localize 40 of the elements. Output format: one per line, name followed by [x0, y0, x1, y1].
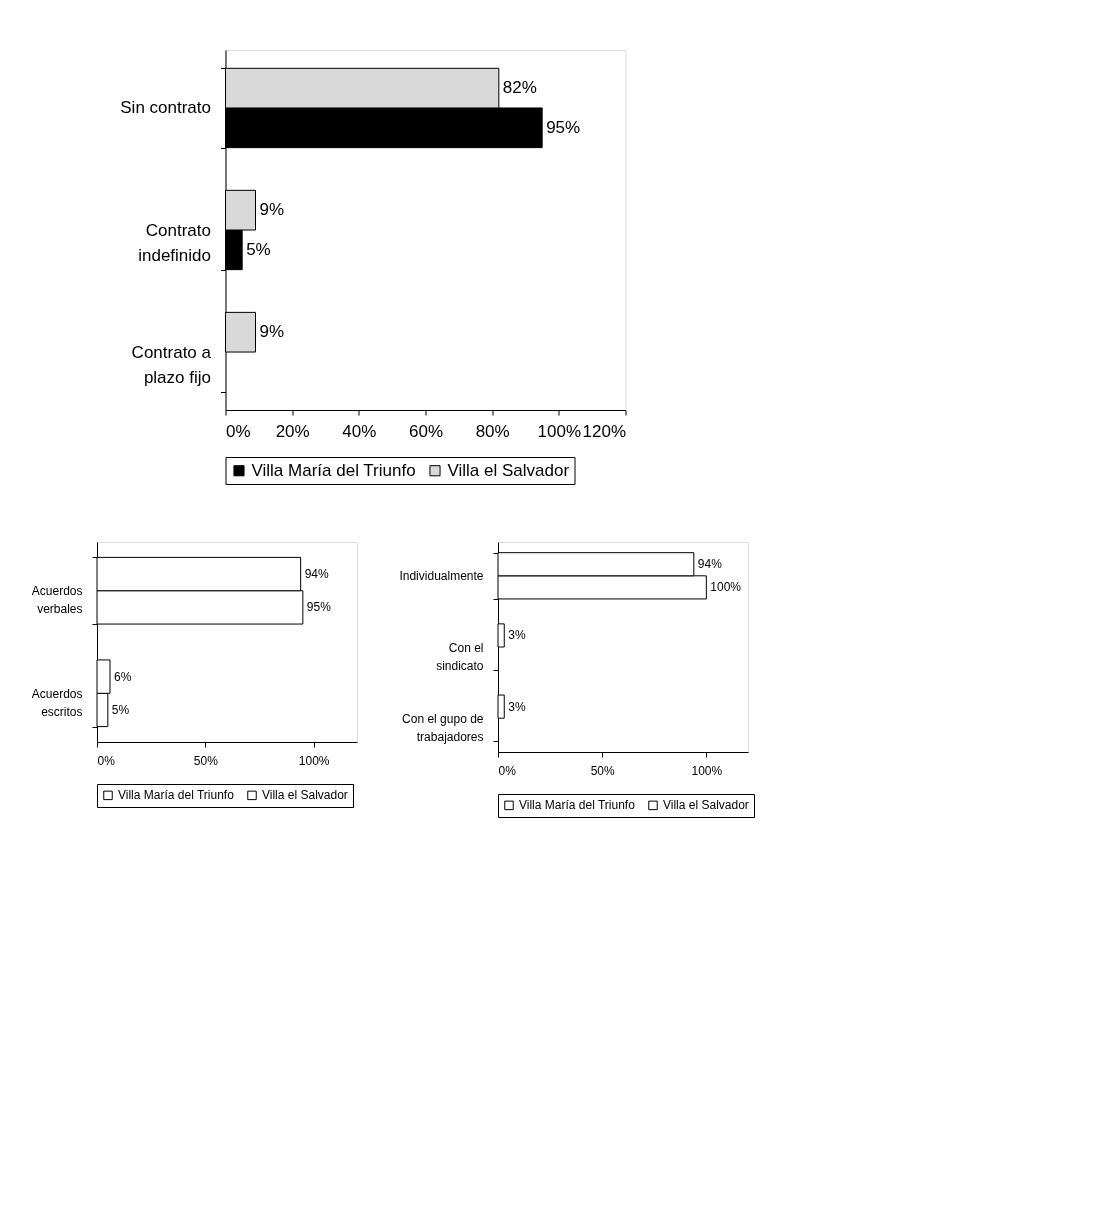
data-label: 82% [502, 78, 537, 98]
legend-label: Villa el Salvador [447, 460, 570, 480]
x-tick-label: 50% [193, 753, 219, 768]
legend-label: Villa el Salvador [663, 798, 749, 813]
legend-label: Villa María del Triunfo [251, 460, 416, 480]
data-label: 9% [259, 322, 285, 342]
y-tick-label: Contrato indefinido [138, 220, 211, 265]
x-tick-label: 100% [691, 763, 723, 778]
y-tick-label: Acuerdos verbales [31, 584, 83, 617]
data-label: 3% [508, 699, 526, 714]
data-label: 9% [259, 200, 285, 220]
y-tick-label: Contrato a plazo fijo [131, 342, 212, 388]
legend-label: Villa el Salvador [262, 788, 348, 803]
y-tick-label: Acuerdos escritos [31, 686, 83, 719]
data-label: 94% [304, 567, 330, 582]
data-label: 3% [508, 628, 526, 643]
y-tick-label: Con el gupo de trabajadores [402, 711, 484, 744]
legend-label: Villa María del Triunfo [519, 798, 636, 813]
data-label: 94% [697, 557, 723, 572]
x-tick-label: 60% [408, 421, 444, 441]
x-tick-label: 50% [590, 763, 615, 778]
x-tick-label: 80% [475, 421, 510, 441]
x-tick-label: 40% [342, 421, 377, 441]
x-tick-label: 0% [97, 753, 116, 768]
x-tick-label: 120% [582, 421, 626, 441]
y-tick-label: Sin contrato [120, 98, 211, 118]
x-tick-label: 100% [298, 753, 330, 768]
y-tick-label: Con el sindicato [436, 640, 484, 673]
x-tick-label: 0% [498, 763, 517, 778]
x-tick-label: 20% [275, 421, 310, 441]
x-tick-label: 100% [537, 421, 582, 441]
data-label: 95% [546, 117, 581, 137]
data-label: 100% [710, 580, 742, 595]
data-label: 5% [246, 239, 271, 259]
x-tick-label: 0% [226, 421, 251, 441]
data-label: 95% [306, 600, 332, 615]
y-tick-label: Individualmente [399, 569, 484, 584]
data-label: 6% [114, 669, 132, 684]
data-label: 5% [111, 702, 130, 717]
legend-label: Villa María del Triunfo [118, 788, 235, 803]
